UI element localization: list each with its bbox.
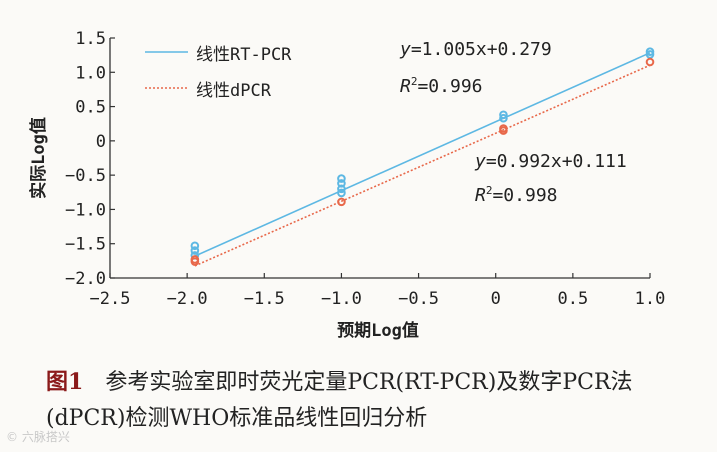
data-point-rtpcr bbox=[190, 246, 200, 255]
equation-text: =0.992x+0.111 bbox=[486, 151, 627, 172]
chart: −2.5 −2.0 −1.5 −1.0 −0.5 0 0.5 1.0−2.0−1.5−1.0−… bbox=[28, 29, 665, 341]
y-tick-label: −0.5 bbox=[65, 166, 106, 186]
caption-label: 图1 bbox=[46, 369, 84, 395]
x-axis-title: 预期Log值 bbox=[337, 320, 419, 341]
x-tick-label: −2.5 bbox=[90, 289, 131, 309]
x-tick-label: 0 bbox=[491, 289, 501, 309]
r2-sup: 2 bbox=[486, 184, 493, 197]
y-tick-label: 0 bbox=[96, 132, 106, 152]
y-axis-title: 实际Log值 bbox=[28, 117, 49, 199]
data-point-rtpcr bbox=[499, 113, 508, 123]
legend-label-dpcr: 线性dPCR bbox=[196, 81, 272, 101]
r2-label: R bbox=[475, 185, 486, 206]
data-point-dpcr bbox=[337, 197, 346, 207]
data-point-rtpcr bbox=[337, 174, 346, 183]
data-point-dpcr bbox=[190, 257, 200, 266]
annotation-dpcr: y=0.992x+0.111 R2=0.998 bbox=[474, 151, 627, 206]
r2-value: =0.996 bbox=[417, 76, 482, 97]
equation-var: y bbox=[399, 39, 411, 60]
r2-value: =0.998 bbox=[492, 185, 557, 206]
y-tick-label: 1.5 bbox=[75, 29, 106, 49]
data-point-dpcr bbox=[645, 57, 655, 67]
ticks: −2.5 −2.0 −1.5 −1.0 −0.5 0 0.5 1.0−2.0−1.5−1.0−… bbox=[65, 29, 665, 309]
x-tick-label: 1.0 bbox=[635, 289, 666, 309]
data-points bbox=[190, 47, 655, 266]
equation-dpcr: y=0.992x+0.111 bbox=[474, 151, 627, 172]
figure-caption: 图1 参考实验室即时荧光定量PCR(RT-PCR)及数字PCR法(dPCR)检测W… bbox=[46, 364, 696, 437]
fit-lines bbox=[194, 52, 651, 267]
axes bbox=[109, 38, 650, 279]
data-point-rtpcr bbox=[337, 188, 346, 198]
data-point-rtpcr bbox=[337, 184, 346, 194]
equation-rtpcr: y=1.005x+0.279 bbox=[399, 39, 552, 60]
x-tick-label: −1.5 bbox=[244, 289, 285, 309]
r2-label: R bbox=[400, 76, 411, 97]
y-tick-label: −1.0 bbox=[65, 200, 106, 220]
data-point-rtpcr bbox=[190, 241, 200, 251]
watermark: © 六脉搭兴 bbox=[6, 430, 70, 444]
r2-dpcr: R2=0.998 bbox=[475, 184, 558, 206]
y-tick-label: 0.5 bbox=[75, 98, 106, 118]
data-point-rtpcr bbox=[337, 179, 346, 188]
equation-text: =1.005x+0.279 bbox=[411, 39, 552, 60]
y-tick-label: 1.0 bbox=[75, 63, 106, 83]
x-tick-label: −2.0 bbox=[167, 289, 208, 309]
fit-line-dpcr bbox=[194, 64, 651, 267]
annotation-rtpcr: y=1.005x+0.279 R2=0.996 bbox=[399, 39, 552, 97]
caption-text: 参考实验室即时荧光定量PCR(RT-PCR)及数字PCR法(dPCR)检测WHO… bbox=[46, 370, 633, 431]
r2-sup: 2 bbox=[411, 75, 418, 88]
r2-rtpcr: R2=0.996 bbox=[400, 75, 483, 97]
fit-line-rtpcr bbox=[194, 52, 651, 257]
x-tick-label: −0.5 bbox=[398, 289, 439, 309]
x-tick-label: 0.5 bbox=[557, 289, 588, 309]
legend: 线性RT-PCR 线性dPCR bbox=[145, 45, 292, 101]
y-tick-label: −1.5 bbox=[65, 235, 106, 255]
data-point-dpcr bbox=[499, 126, 508, 135]
legend-label-rtpcr: 线性RT-PCR bbox=[196, 45, 292, 65]
data-point-rtpcr bbox=[499, 110, 508, 120]
x-tick-label: −1.0 bbox=[321, 289, 362, 309]
equation-var: y bbox=[474, 151, 486, 172]
y-tick-label: −2.0 bbox=[65, 269, 106, 289]
